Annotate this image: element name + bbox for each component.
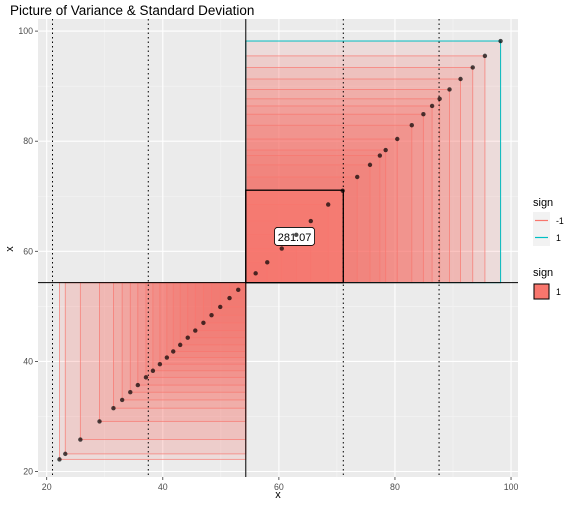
- deviation-square: [137, 282, 247, 386]
- y-tick-label: 20: [23, 466, 33, 476]
- legend-fill-key: [533, 283, 550, 300]
- data-point: [294, 232, 299, 237]
- data-point: [150, 368, 156, 373]
- axes: 20 40 60 80 100 20 40 60 80 100: [18, 26, 518, 492]
- data-point: [265, 260, 270, 265]
- data-point: [498, 38, 503, 44]
- data-point: [377, 153, 383, 158]
- data-point: [470, 65, 475, 70]
- data-point: [201, 320, 206, 326]
- variance-label: 281.07: [278, 232, 312, 244]
- data-point: [482, 53, 488, 59]
- x-tick-label: 100: [504, 482, 519, 492]
- y-axis-title: x: [4, 246, 16, 252]
- data-point: [143, 375, 149, 380]
- data-point: [395, 136, 400, 142]
- data-point: [57, 457, 62, 462]
- x-axis-title: x: [275, 489, 281, 501]
- data-point: [193, 328, 198, 333]
- data-point: [340, 188, 345, 193]
- data-point: [355, 174, 360, 180]
- data-point: [171, 349, 176, 354]
- legend-color-label: 1: [556, 233, 561, 243]
- data-points: [57, 38, 503, 462]
- reference-lines: [38, 19, 518, 477]
- data-point: [227, 295, 232, 301]
- data-point: [253, 271, 258, 276]
- data-point: [97, 419, 102, 424]
- data-point: [119, 397, 125, 403]
- data-point: [63, 451, 68, 457]
- data-point: [421, 112, 426, 117]
- data-point: [409, 123, 414, 128]
- y-tick-label: 100: [18, 26, 33, 36]
- data-point: [157, 361, 163, 367]
- data-point: [128, 390, 133, 395]
- data-point: [429, 103, 435, 109]
- deviation-square: [245, 89, 450, 284]
- y-tick-label: 40: [23, 356, 33, 366]
- data-point: [111, 405, 116, 411]
- data-point: [279, 246, 284, 251]
- x-tick-label: 60: [274, 482, 284, 492]
- x-tick-label: 20: [42, 482, 52, 492]
- legend-color-title: sign: [533, 197, 553, 209]
- data-point: [135, 382, 141, 388]
- deviation-square: [79, 282, 247, 441]
- legend-color-label: -1: [556, 216, 564, 226]
- y-tick-label: 60: [23, 246, 33, 256]
- negative-quadrant-squares: [59, 282, 247, 460]
- data-point: [236, 287, 241, 293]
- x-tick-label: 80: [390, 482, 400, 492]
- legend-fill-label: 1: [556, 287, 561, 297]
- data-point: [308, 218, 313, 224]
- data-point: [458, 76, 463, 82]
- data-point: [78, 437, 83, 442]
- data-point: [178, 342, 183, 348]
- data-point: [209, 312, 214, 318]
- data-point: [218, 304, 223, 310]
- deviation-square: [121, 282, 247, 401]
- legend-fill-title: sign: [533, 267, 553, 279]
- data-point: [367, 162, 373, 168]
- data-point: [437, 96, 442, 102]
- variance-label-box: [274, 227, 315, 246]
- data-point: [447, 87, 452, 92]
- data-point: [383, 147, 388, 153]
- y-tick-label: 80: [23, 136, 33, 146]
- data-point: [326, 202, 331, 207]
- data-point: [164, 355, 170, 360]
- x-tick-label: 40: [158, 482, 168, 492]
- deviation-square: [187, 282, 247, 339]
- data-point: [185, 335, 190, 340]
- chart-title: Picture of Variance & Standard Deviation: [10, 3, 254, 18]
